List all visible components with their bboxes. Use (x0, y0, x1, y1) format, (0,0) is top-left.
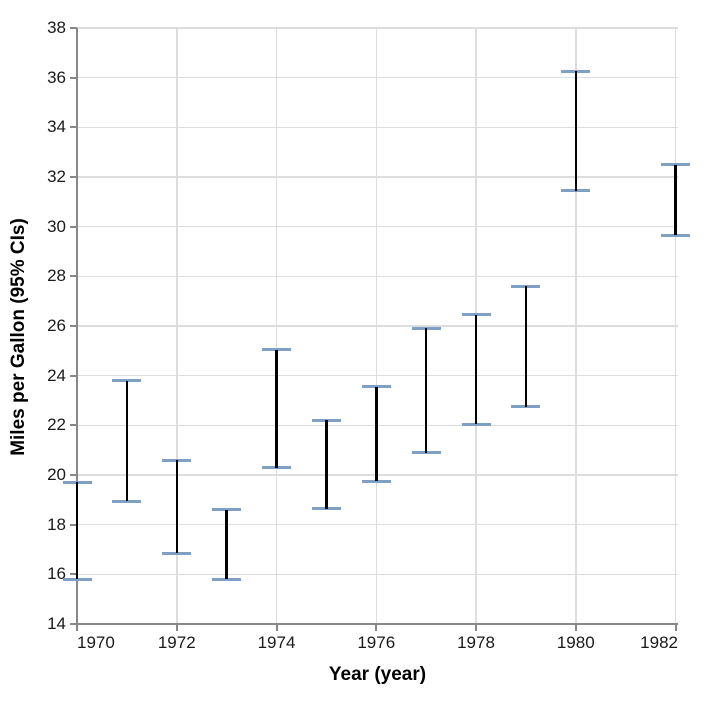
error-bar-rule (474, 314, 478, 425)
y-tick (70, 225, 77, 228)
y-gridline (77, 176, 678, 178)
y-tick (70, 275, 77, 278)
y-tick (70, 374, 77, 377)
x-gridline (375, 28, 377, 624)
x-tick (475, 624, 477, 631)
x-gridline (674, 28, 677, 624)
y-gridline (77, 325, 678, 327)
error-bar-rule (674, 164, 677, 236)
x-tick-label: 1970 (77, 633, 115, 652)
y-tick (70, 76, 77, 79)
y-tick-label: 18 (47, 514, 66, 534)
y-tick-label: 26 (47, 316, 66, 335)
y-tick-label: 30 (47, 216, 66, 236)
x-gridline (575, 28, 577, 624)
error-bar-cap-bottom (661, 233, 690, 237)
error-bar-cap-bottom (511, 405, 541, 409)
x-gridline (176, 28, 178, 624)
y-tick (70, 126, 77, 129)
y-tick-label: 22 (47, 415, 66, 435)
y-gridline (77, 523, 678, 526)
error-bar-cap-bottom (112, 499, 142, 503)
y-axis-title: Miles per Gallon (95% CIs) (8, 218, 29, 456)
x-tick-label: 1982 (640, 633, 678, 652)
error-bar-rule (375, 386, 378, 482)
error-bar-cap-bottom (62, 577, 92, 581)
y-gridline (77, 27, 678, 29)
error-bar-rule (325, 420, 328, 509)
error-bar-cap-bottom (262, 466, 291, 470)
y-tick-label: 28 (47, 266, 66, 286)
y-gridline (77, 374, 678, 377)
y-gridline (77, 126, 678, 129)
error-bar-cap-bottom (311, 507, 341, 511)
x-axis-line (77, 623, 678, 625)
error-bar-cap-bottom (162, 551, 192, 555)
y-tick-label: 32 (47, 167, 66, 186)
y-tick-label: 16 (47, 564, 66, 584)
y-tick (70, 27, 77, 29)
y-tick (70, 573, 77, 576)
error-bar-rule (275, 349, 278, 468)
error-bar-rule (175, 460, 178, 554)
y-gridline (77, 225, 678, 228)
y-tick-label: 38 (47, 18, 66, 37)
error-bar-rule (75, 482, 79, 580)
error-bar-cap-bottom (411, 451, 441, 455)
y-tick-label: 24 (47, 365, 66, 385)
y-gridline (77, 474, 678, 476)
error-bar-rule (125, 380, 129, 502)
y-tick-label: 34 (47, 117, 66, 137)
y-tick (70, 176, 77, 178)
error-bar-rule (424, 328, 428, 453)
y-gridline (77, 275, 678, 278)
y-tick-label: 14 (47, 614, 66, 633)
x-tick-label: 1976 (357, 633, 396, 652)
error-bar-rule (225, 509, 228, 580)
error-bar-cap-bottom (461, 422, 491, 426)
error-bar-cap-bottom (361, 479, 391, 483)
x-tick (175, 624, 178, 631)
error-bar-cap-bottom (212, 577, 242, 581)
y-tick (70, 523, 77, 526)
y-tick (70, 474, 77, 476)
y-tick (70, 623, 77, 625)
y-gridline (77, 573, 678, 576)
y-tick-label: 20 (47, 465, 66, 484)
x-axis-title: Year (year) (328, 664, 427, 685)
x-tick (76, 624, 78, 631)
y-tick (70, 424, 77, 427)
x-tick (375, 624, 378, 631)
y-axis-line (76, 28, 78, 624)
x-tick (674, 624, 677, 631)
x-tick (275, 624, 278, 631)
error-bar-cap-bottom (561, 189, 591, 193)
x-tick-label: 1978 (457, 633, 495, 652)
x-tick-label: 1980 (556, 633, 595, 652)
x-tick (574, 624, 577, 631)
error-bar-rule (524, 286, 528, 407)
y-tick (70, 325, 77, 327)
y-gridline (77, 424, 678, 427)
x-tick-label: 1974 (257, 633, 296, 652)
y-gridline (77, 76, 678, 79)
x-gridline (275, 28, 278, 624)
error-bar-rule (574, 71, 577, 191)
x-tick-label: 1972 (157, 633, 196, 652)
y-tick-label: 36 (47, 67, 66, 87)
